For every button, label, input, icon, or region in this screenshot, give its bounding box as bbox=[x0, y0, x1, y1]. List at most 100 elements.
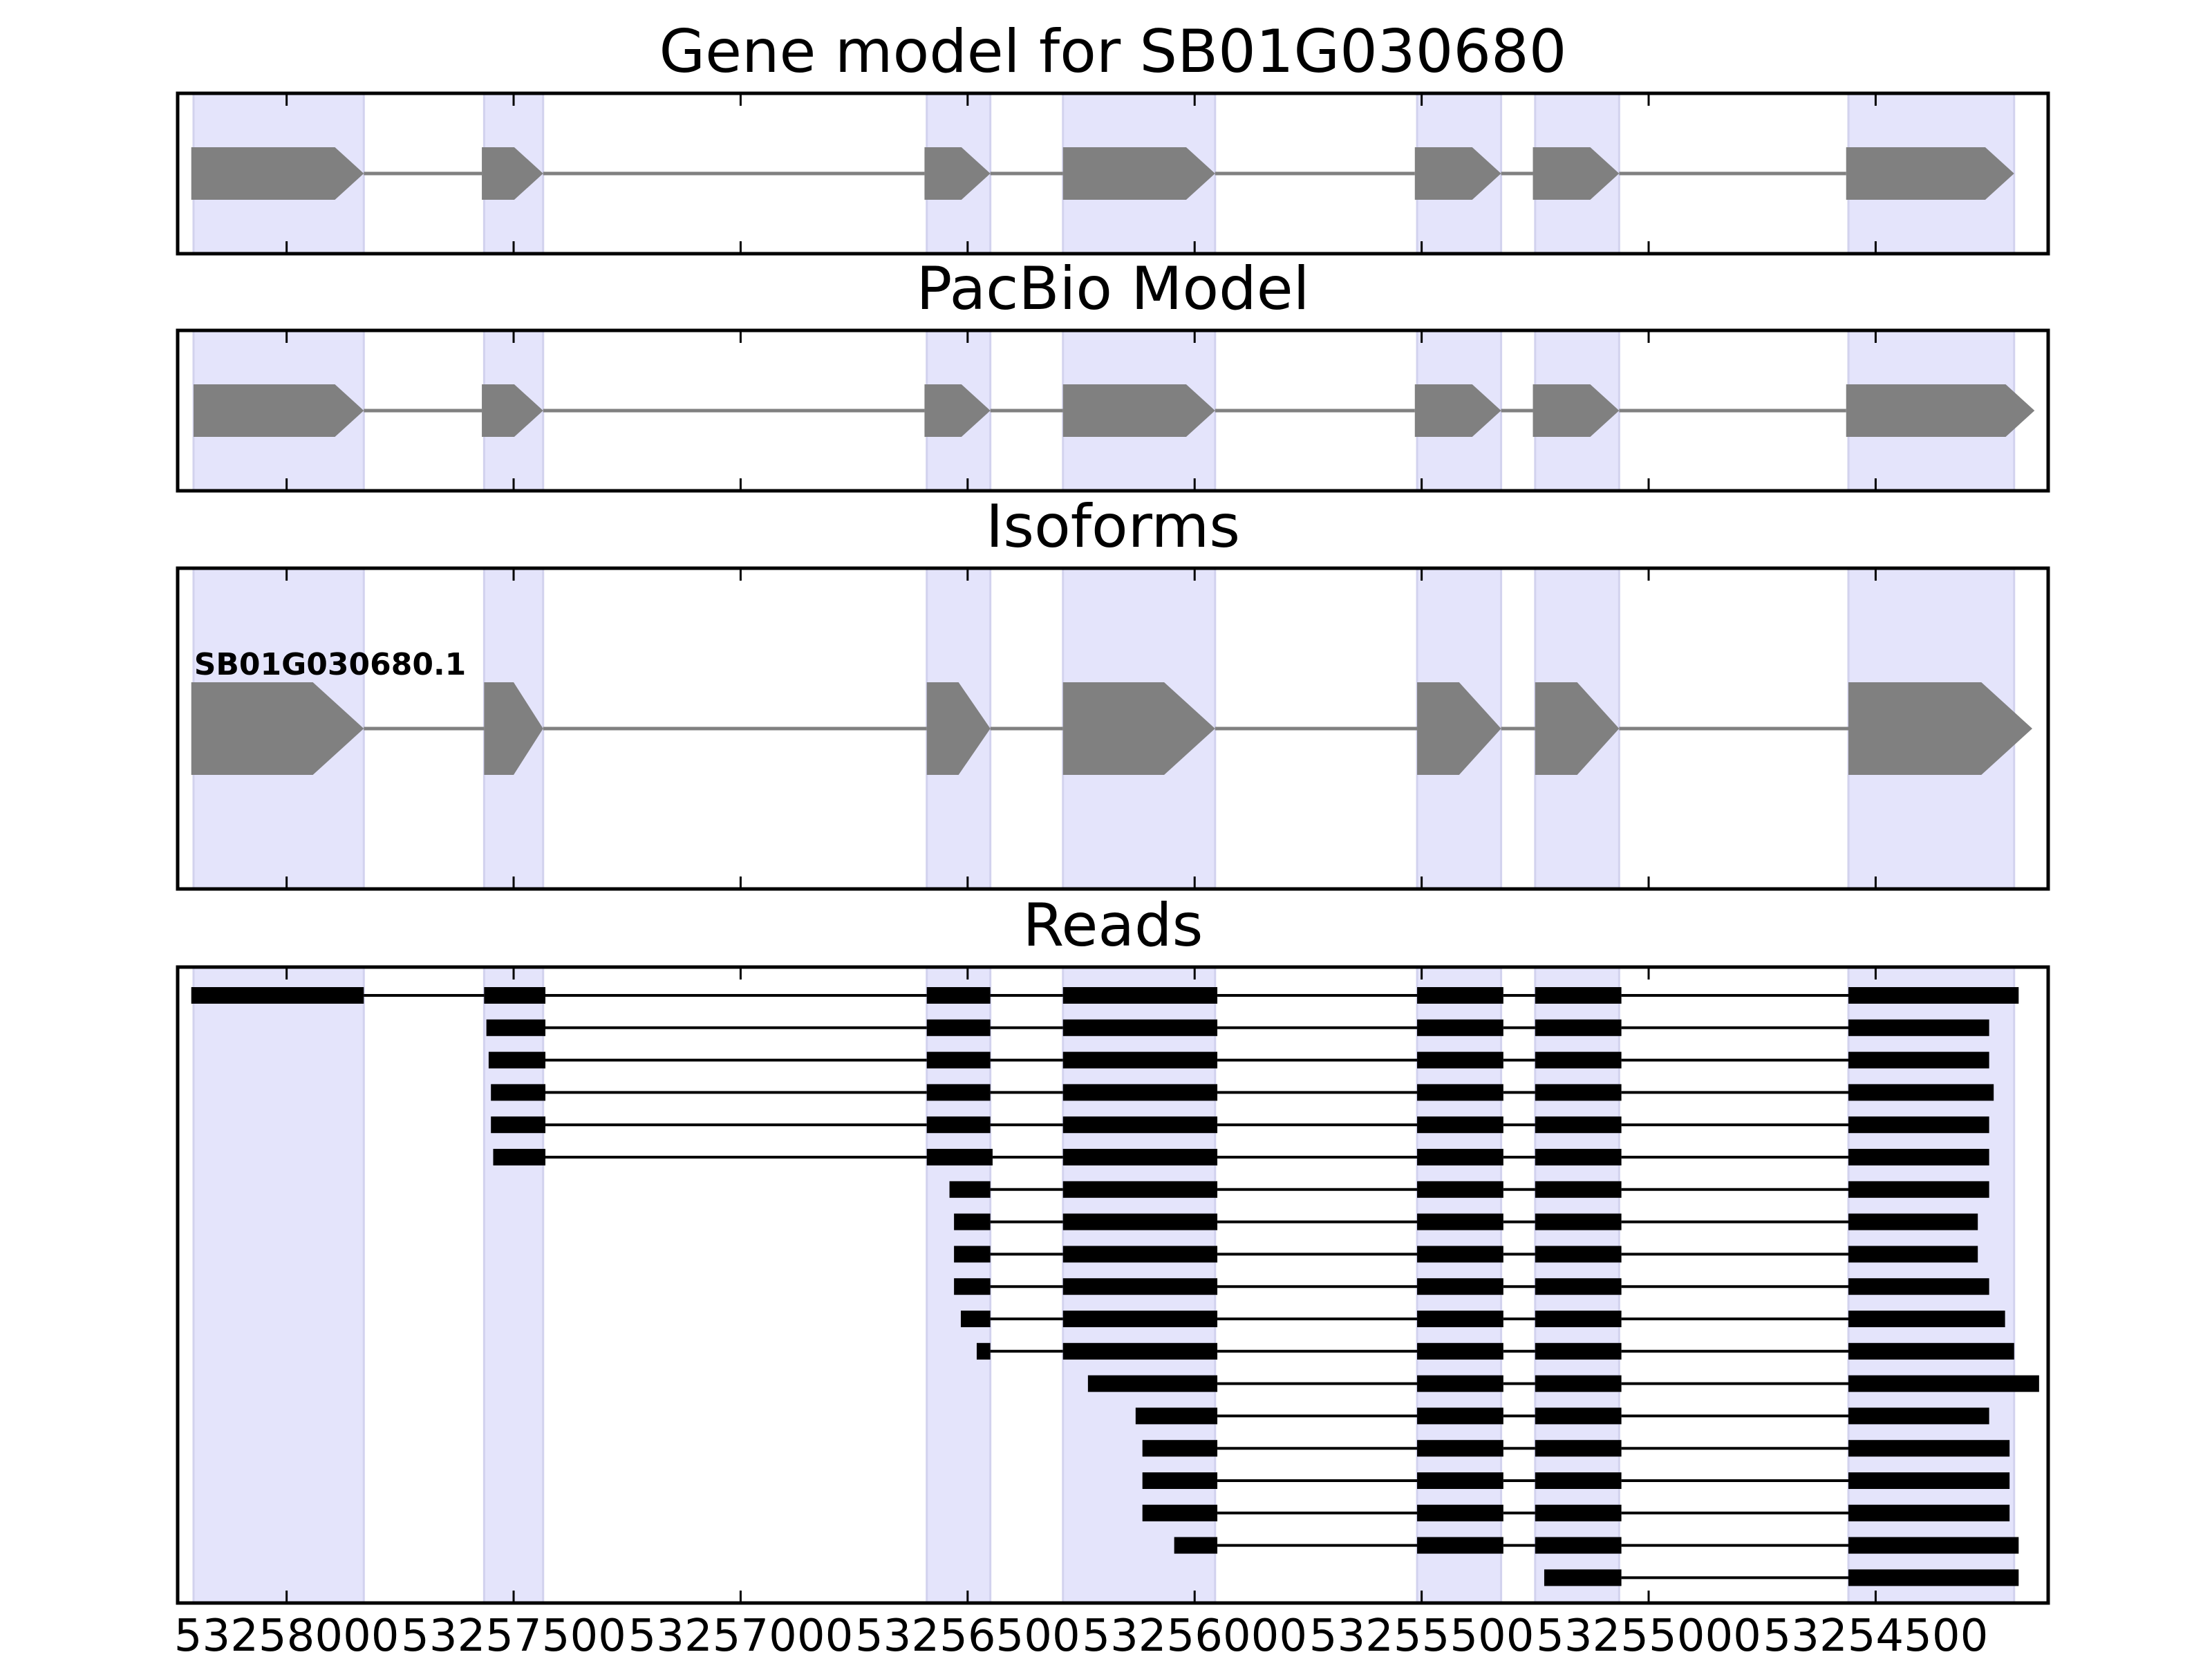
read-row bbox=[1174, 1537, 2019, 1554]
pacbio-exon-arrow bbox=[1846, 384, 2035, 437]
panel-title: Gene model for SB01G030680 bbox=[659, 17, 1567, 86]
read-block bbox=[1417, 1407, 1503, 1425]
read-block bbox=[1417, 987, 1503, 1004]
pacbio-exon-arrow bbox=[1533, 384, 1620, 437]
read-block bbox=[1848, 1213, 1978, 1230]
read-block bbox=[1535, 1051, 1622, 1069]
read-block bbox=[1087, 1375, 1218, 1392]
read-block bbox=[1535, 1472, 1622, 1489]
read-block bbox=[1417, 1311, 1503, 1327]
gene-exon-arrow bbox=[924, 147, 991, 200]
pacbio-exon-arrow bbox=[924, 384, 991, 437]
pacbio-exon-arrow bbox=[193, 384, 364, 437]
read-block bbox=[1417, 1278, 1503, 1295]
read-block bbox=[1062, 1181, 1218, 1198]
read-block bbox=[1535, 1019, 1622, 1036]
reads-panel: Reads bbox=[176, 891, 2050, 1605]
read-block bbox=[1174, 1537, 1218, 1554]
x-tick-label: 53256000 bbox=[1082, 1611, 1307, 1659]
isoform-exon-arrow bbox=[1417, 682, 1501, 775]
read-block bbox=[1062, 987, 1218, 1004]
read-block bbox=[1535, 1504, 1622, 1521]
gene-exon-arrow bbox=[191, 147, 364, 200]
read-block bbox=[1848, 1440, 2010, 1457]
read-block bbox=[1535, 1407, 1622, 1425]
read-block bbox=[1062, 1019, 1218, 1036]
read-block bbox=[1848, 1051, 1989, 1069]
pacbio-exon-arrow bbox=[482, 384, 543, 437]
read-block bbox=[1142, 1472, 1218, 1489]
read-block bbox=[493, 1149, 546, 1165]
read-block bbox=[1062, 1213, 1218, 1230]
gene-exon-arrow bbox=[1533, 147, 1620, 200]
exon-shading-region bbox=[482, 966, 545, 1604]
read-block bbox=[926, 987, 991, 1004]
read-block bbox=[1535, 1116, 1622, 1134]
read-block bbox=[1417, 1084, 1503, 1101]
read-block bbox=[1535, 1246, 1622, 1263]
read-row bbox=[491, 1084, 1994, 1101]
read-block bbox=[1062, 1278, 1218, 1295]
read-block bbox=[1417, 1472, 1503, 1489]
read-block bbox=[1848, 1181, 1989, 1198]
isoforms-panel: SB01G030680.1 Isoforms bbox=[176, 492, 2050, 891]
read-block bbox=[1142, 1504, 1218, 1521]
read-block bbox=[1062, 1084, 1218, 1101]
read-block bbox=[1848, 1116, 1989, 1134]
x-tick-label: 53255500 bbox=[1309, 1611, 1535, 1659]
read-block bbox=[484, 987, 546, 1004]
read-block bbox=[488, 1051, 546, 1069]
read-block bbox=[1417, 1246, 1503, 1263]
read-row bbox=[1142, 1440, 2010, 1457]
panel-title: Isoforms bbox=[986, 492, 1240, 561]
read-row bbox=[488, 1051, 1989, 1069]
read-block bbox=[1535, 1213, 1622, 1230]
read-block bbox=[191, 987, 364, 1004]
read-block bbox=[1848, 1569, 2019, 1586]
read-block bbox=[926, 1019, 991, 1036]
pacbio-exon-arrow bbox=[1414, 384, 1501, 437]
gene-model-panel: Gene model for SB01G030680 bbox=[176, 17, 2050, 256]
read-block bbox=[1848, 1342, 2014, 1360]
read-block bbox=[1848, 1504, 2010, 1521]
read-block bbox=[926, 1116, 991, 1134]
read-row bbox=[954, 1278, 1989, 1295]
read-block bbox=[976, 1342, 991, 1360]
gene-exon-arrow bbox=[482, 147, 543, 200]
read-row bbox=[191, 987, 2019, 1004]
exon-shading-region bbox=[192, 966, 365, 1604]
read-block bbox=[1417, 1504, 1503, 1521]
read-row bbox=[954, 1246, 1978, 1263]
isoform-exon-arrow bbox=[1535, 682, 1620, 775]
read-row bbox=[1142, 1504, 2010, 1521]
read-block bbox=[926, 1084, 991, 1101]
x-tick-label: 53254500 bbox=[1763, 1611, 1989, 1659]
read-block bbox=[1417, 1537, 1503, 1554]
read-block bbox=[926, 1149, 993, 1165]
read-block bbox=[1062, 1116, 1218, 1134]
read-row bbox=[976, 1342, 2014, 1360]
read-block bbox=[1417, 1051, 1503, 1069]
read-block bbox=[954, 1278, 991, 1295]
read-block bbox=[1062, 1342, 1218, 1360]
read-block bbox=[1535, 1181, 1622, 1198]
panel-title: Reads bbox=[1023, 891, 1203, 960]
read-block bbox=[960, 1311, 991, 1327]
read-block bbox=[1848, 1407, 1989, 1425]
panel-border bbox=[176, 566, 2050, 891]
read-row bbox=[1087, 1375, 2039, 1392]
pacbio-model-panel: PacBio Model bbox=[176, 254, 2050, 493]
gene-exon-arrow bbox=[1062, 147, 1215, 200]
read-block bbox=[1417, 1440, 1503, 1457]
read-row bbox=[1142, 1472, 2010, 1489]
read-block bbox=[491, 1084, 546, 1101]
gene-exon-arrow bbox=[1414, 147, 1501, 200]
read-row bbox=[949, 1181, 1989, 1198]
read-block bbox=[491, 1116, 546, 1134]
read-block bbox=[1062, 1246, 1218, 1263]
read-row bbox=[960, 1311, 2005, 1327]
panel-border bbox=[176, 328, 2050, 493]
read-block bbox=[1535, 987, 1622, 1004]
read-block bbox=[1535, 1311, 1622, 1327]
